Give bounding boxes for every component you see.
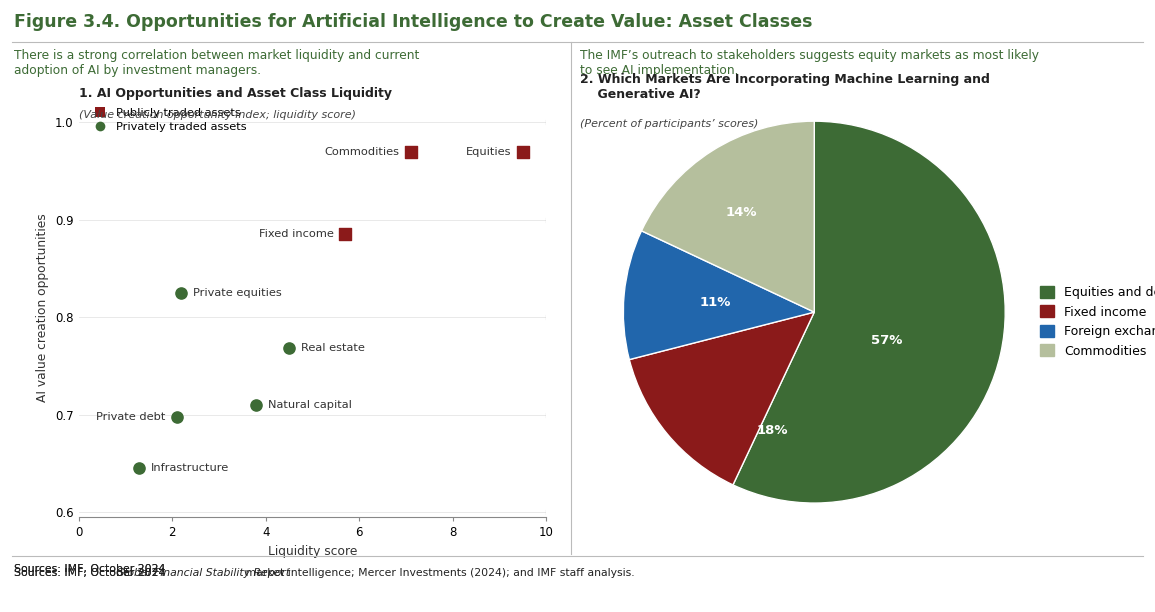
Point [336, 230, 355, 239]
Text: There is a strong correlation between market liquidity and current
adoption of A: There is a strong correlation between ma… [14, 49, 419, 77]
Text: Global Financial Stability Report: Global Financial Stability Report [117, 568, 290, 578]
Text: Sources: IMF, October 2024 Global Financial Stability Report: Sources: IMF, October 2024 Global Financ… [14, 568, 342, 578]
Text: 18%: 18% [757, 424, 788, 437]
Text: Infrastructure: Infrastructure [151, 463, 230, 474]
Wedge shape [641, 121, 814, 312]
Text: Sources: IMF, October 2024: Sources: IMF, October 2024 [14, 564, 169, 574]
Text: Equities: Equities [465, 146, 512, 157]
Point [514, 147, 532, 157]
Text: Natural capital: Natural capital [268, 400, 352, 410]
Point [172, 288, 191, 298]
Y-axis label: AI value creation opportunities: AI value creation opportunities [37, 213, 50, 402]
Legend: Equities and derivatives, Fixed income, Foreign exchange, Commodities: Equities and derivatives, Fixed income, … [1035, 281, 1155, 362]
Text: (Value creation opportunity index; liquidity score): (Value creation opportunity index; liqui… [79, 110, 356, 120]
Wedge shape [629, 312, 814, 485]
Text: 1. AI Opportunities and Asset Class Liquidity: 1. AI Opportunities and Asset Class Liqu… [79, 87, 392, 100]
Text: 2. Which Markets Are Incorporating Machine Learning and
    Generative AI?: 2. Which Markets Are Incorporating Machi… [580, 73, 990, 102]
Text: market intelligence; Mercer Investments (2024); and IMF staff analysis.: market intelligence; Mercer Investments … [241, 568, 634, 578]
Point [167, 412, 186, 422]
Text: Figure 3.4. Opportunities for Artificial Intelligence to Create Value: Asset Cla: Figure 3.4. Opportunities for Artificial… [14, 13, 812, 31]
Text: Sources: IMF, October 2024: Sources: IMF, October 2024 [14, 564, 169, 574]
Wedge shape [733, 121, 1005, 503]
Text: Private debt: Private debt [96, 412, 165, 422]
Text: Fixed income: Fixed income [259, 230, 334, 239]
Text: Sources: IMF, October 2024: Sources: IMF, October 2024 [14, 568, 169, 578]
Wedge shape [624, 231, 814, 360]
Point [247, 400, 266, 410]
Legend: Publicly traded assets, Privately traded assets: Publicly traded assets, Privately traded… [84, 103, 252, 136]
Text: Commodities: Commodities [323, 146, 398, 157]
Text: Sources: IMF, October 2024: Sources: IMF, October 2024 [14, 568, 169, 578]
Text: Private equities: Private equities [193, 288, 282, 298]
X-axis label: Liquidity score: Liquidity score [268, 545, 357, 558]
Text: Real estate: Real estate [300, 343, 365, 354]
Text: 14%: 14% [726, 206, 758, 219]
Point [280, 343, 298, 353]
Text: (Percent of participants’ scores): (Percent of participants’ scores) [580, 119, 758, 129]
Point [131, 463, 149, 473]
Text: 11%: 11% [699, 296, 731, 309]
Text: 57%: 57% [871, 334, 902, 347]
Text: The IMF’s outreach to stakeholders suggests equity markets as most likely
to see: The IMF’s outreach to stakeholders sugge… [580, 49, 1038, 77]
Point [402, 147, 420, 157]
